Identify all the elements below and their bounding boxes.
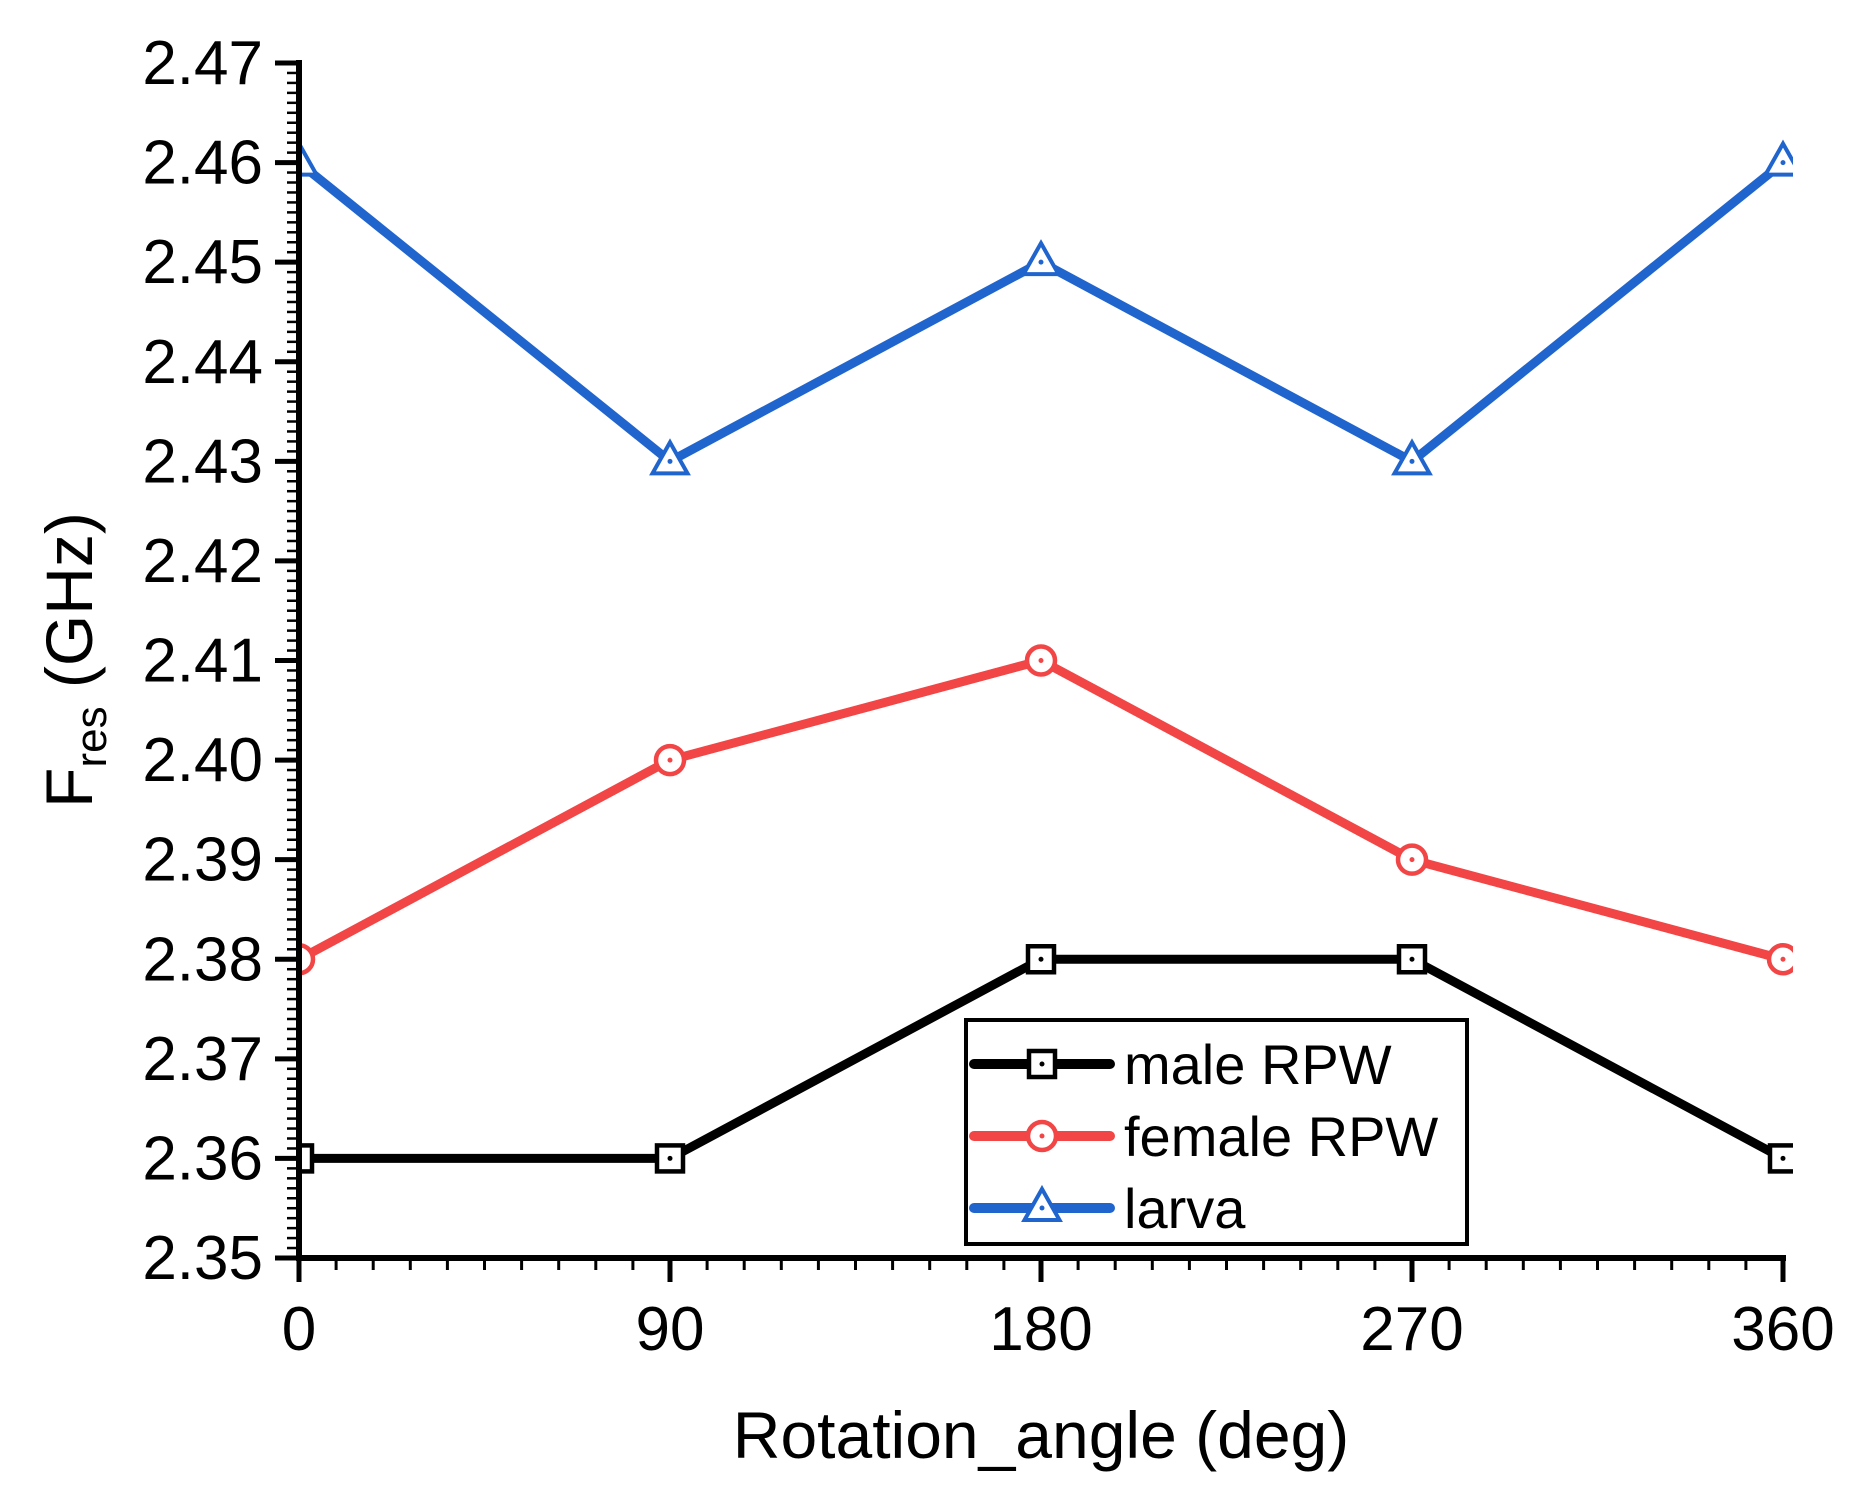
legend-marker xyxy=(1021,1184,1063,1222)
marker-center-dot xyxy=(1780,956,1786,962)
legend-item-female-rpw: female RPW xyxy=(969,1105,1438,1168)
legend-label: male RPW xyxy=(1124,1033,1392,1096)
legend-marker xyxy=(1026,1048,1058,1080)
series-marker xyxy=(654,1143,686,1174)
legend-item-male-rpw: male RPW xyxy=(969,1033,1392,1096)
series-marker xyxy=(1766,943,1793,976)
legend-label: female RPW xyxy=(1124,1105,1438,1168)
y-tick-label: 2.47 xyxy=(142,29,263,98)
marker-center-dot xyxy=(1039,1061,1045,1067)
x-tick-label: 270 xyxy=(1360,1295,1463,1364)
y-axis-title-unit: (GHz) xyxy=(32,512,106,706)
marker-center-dot xyxy=(1038,259,1044,265)
series-marker xyxy=(649,438,691,476)
marker-center-dot xyxy=(1409,956,1415,962)
series-female-rpw xyxy=(301,644,1793,976)
triangle-marker-icon xyxy=(301,143,320,177)
series-marker xyxy=(1391,438,1433,476)
x-tick-label: 360 xyxy=(1731,1295,1834,1364)
x-tick-label: 180 xyxy=(989,1295,1092,1364)
series-larva xyxy=(301,139,1793,476)
legend-label: larva xyxy=(1124,1177,1246,1240)
y-axis-title-main: F xyxy=(32,768,106,808)
legend-marker xyxy=(1025,1119,1059,1153)
y-tick-label: 2.42 xyxy=(142,527,263,596)
marker-center-dot xyxy=(1039,1133,1045,1139)
y-tick-label: 2.45 xyxy=(142,228,263,297)
y-axis-ticks: 2.35 2.36 2.37 2.38 2.39 2.40 2.41 2.42 2.43 2.44… xyxy=(142,29,299,1293)
y-tick-label: 2.35 xyxy=(142,1224,263,1293)
triangle-marker-icon xyxy=(1021,1184,1063,1222)
marker-center-dot xyxy=(667,757,673,763)
x-tick-label: 90 xyxy=(636,1295,705,1364)
marker-center-dot xyxy=(1038,956,1044,962)
axes-layer: 0 90 180 270 360 2.35 2.36 2.37 2.38 2.39 2.40 2.41… xyxy=(142,29,1834,1364)
marker-center-dot xyxy=(1409,458,1415,464)
y-tick-label: 2.41 xyxy=(142,627,263,696)
triangle-marker-icon xyxy=(1391,438,1433,476)
series-line xyxy=(301,655,1785,964)
triangle-marker-icon xyxy=(1020,239,1062,277)
y-tick-label: 2.37 xyxy=(142,1025,263,1094)
series-line xyxy=(301,159,1786,467)
marker-center-dot xyxy=(1409,857,1415,863)
series-marker xyxy=(1020,239,1062,277)
triangle-marker-icon xyxy=(649,438,691,476)
marker-center-dot xyxy=(1038,658,1044,663)
marker-center-dot xyxy=(667,1155,673,1161)
x-tick-label: 0 xyxy=(282,1295,316,1364)
x-axis-ticks: 0 90 180 270 360 xyxy=(282,1258,1835,1364)
series-marker xyxy=(1762,139,1793,177)
x-axis-title: Rotation_angle (deg) xyxy=(733,1398,1349,1472)
series-male-rpw xyxy=(301,944,1793,1174)
square-marker-icon xyxy=(1025,944,1057,975)
square-marker-icon xyxy=(301,1143,315,1174)
y-tick-label: 2.40 xyxy=(142,726,263,795)
marker-center-dot xyxy=(1039,1205,1045,1211)
y-tick-label: 2.38 xyxy=(142,925,263,994)
y-tick-label: 2.43 xyxy=(142,427,263,496)
series-marker xyxy=(1025,944,1057,975)
y-axis-title-subscript: res xyxy=(67,706,116,767)
legend: male RPW female RPW larva xyxy=(964,1018,1469,1246)
y-tick-label: 2.39 xyxy=(142,826,263,895)
y-tick-label: 2.44 xyxy=(142,328,263,397)
series-marker xyxy=(1395,843,1429,876)
triangle-marker-icon xyxy=(1762,139,1793,177)
circle-marker-icon xyxy=(301,943,316,976)
series-marker xyxy=(1396,944,1428,975)
series-marker xyxy=(1767,1143,1793,1174)
y-tick-label: 2.46 xyxy=(142,129,263,198)
series-marker xyxy=(1024,644,1058,677)
square-marker-icon xyxy=(654,1143,686,1174)
marker-center-dot xyxy=(667,458,673,464)
series-layer xyxy=(301,139,1793,1174)
legend-item-larva: larva xyxy=(969,1177,1246,1240)
y-tick-label: 2.36 xyxy=(142,1124,263,1193)
y-axis-title: Fres (GHz) xyxy=(32,512,116,808)
marker-center-dot xyxy=(1780,160,1786,166)
marker-center-dot xyxy=(1780,1155,1786,1161)
series-marker xyxy=(653,743,687,777)
